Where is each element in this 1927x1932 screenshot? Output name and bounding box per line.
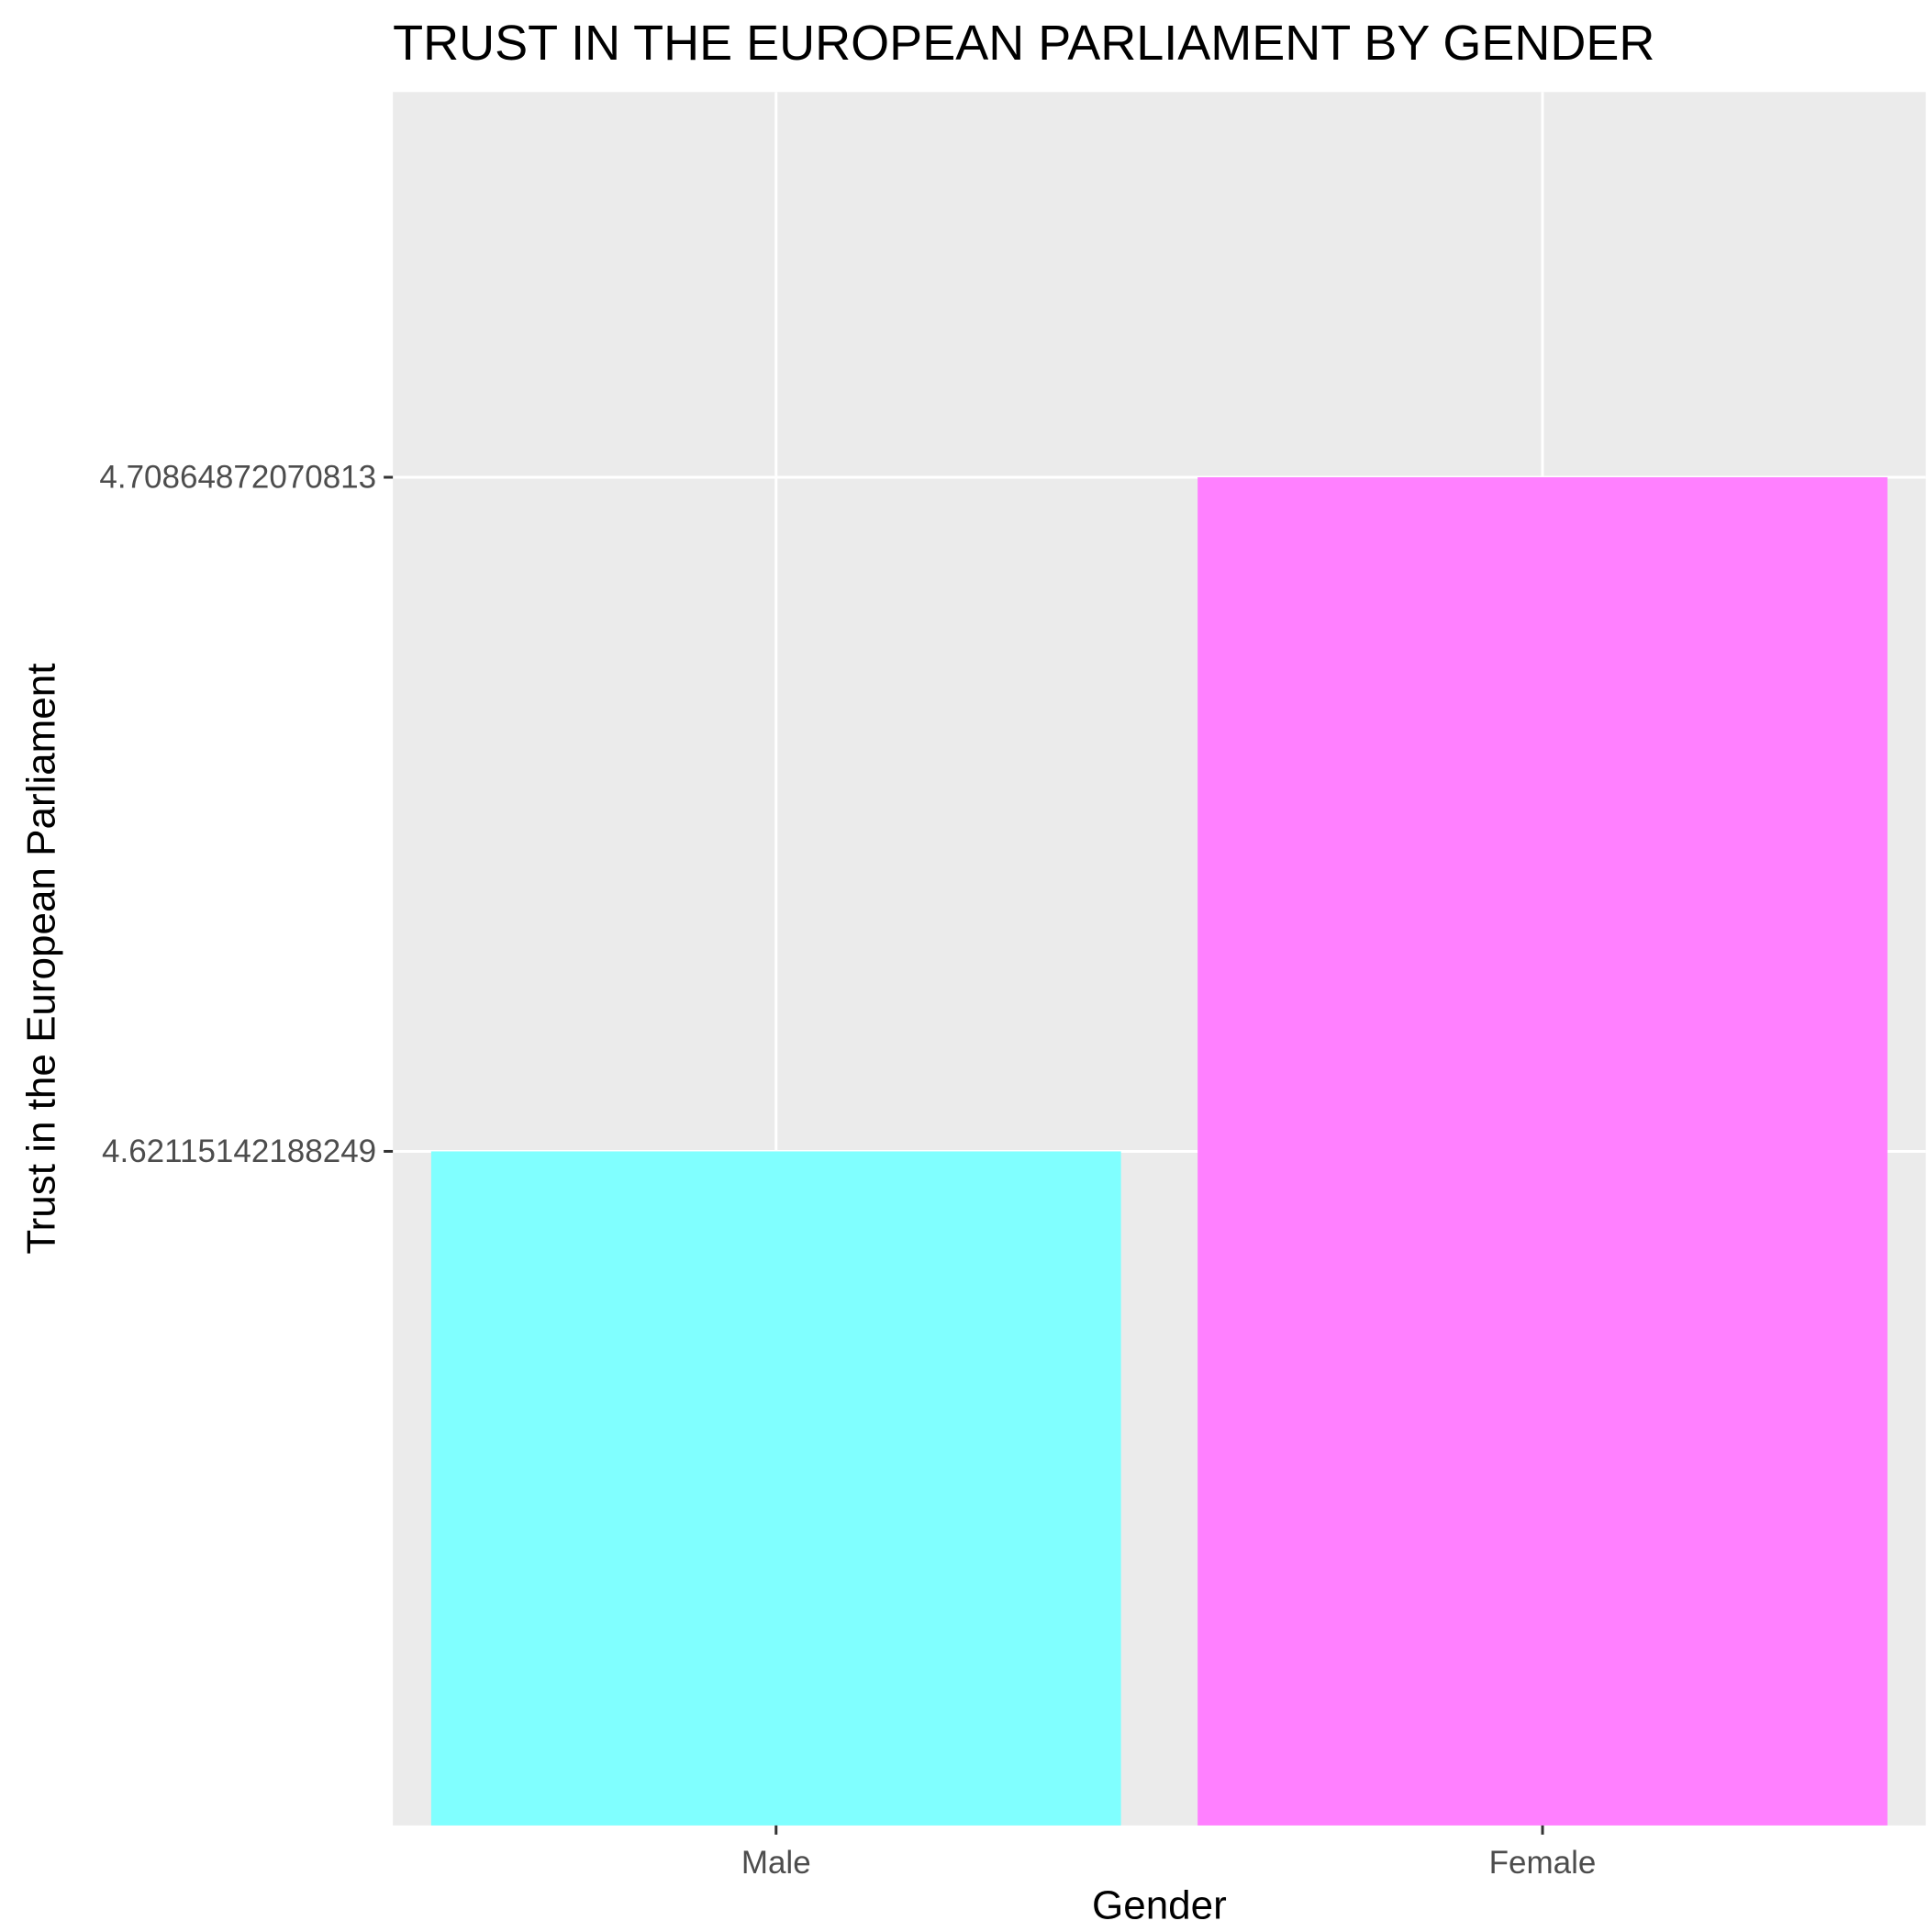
y-tick-label: 4.62115142188249 — [102, 1134, 376, 1169]
axis-ticks: 4.62115142188249 4.70864872070813 Male Fema… — [99, 460, 1596, 1881]
bars — [430, 477, 1888, 1826]
chart-title: TRUST IN THE EUROPEAN PARLIAMENT BY GEND… — [393, 16, 1654, 71]
x-tick-label: Female — [1489, 1845, 1597, 1881]
y-axis-title: Trust in the European Parliament — [19, 664, 64, 1255]
x-axis-title: Gender — [1092, 1883, 1227, 1927]
x-tick-label: Male — [741, 1845, 811, 1881]
bar-female — [1197, 477, 1888, 1826]
bar-male — [430, 1151, 1121, 1826]
y-tick-label: 4.70864872070813 — [99, 460, 376, 496]
